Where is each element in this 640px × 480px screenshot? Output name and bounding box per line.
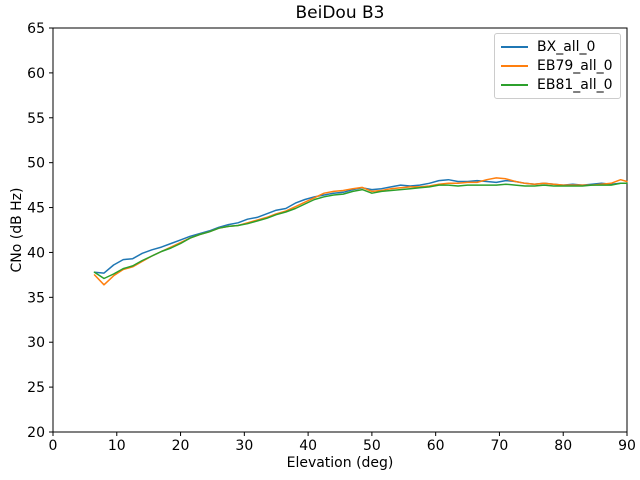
x-tick-label: 90: [618, 438, 636, 454]
x-tick-label: 10: [108, 438, 126, 454]
y-tick-label: 65: [27, 21, 45, 37]
legend-line-sample-green-icon: [501, 84, 528, 87]
y-tick-label: 40: [27, 245, 45, 261]
y-tick-label: 45: [27, 201, 45, 217]
legend-label-eb79: EB79_all_0: [537, 57, 613, 74]
x-tick-label: 30: [235, 438, 253, 454]
legend-line-sample-blue-icon: [501, 45, 528, 48]
x-tick-label: 40: [299, 438, 317, 454]
x-tick-label: 50: [363, 438, 381, 454]
axes-spines: [52, 27, 628, 433]
x-tick-label: 70: [491, 438, 509, 454]
legend-label-bx: BX_all_0: [537, 38, 596, 55]
y-tick-label: 25: [27, 380, 45, 396]
x-tick-label: 60: [427, 438, 445, 454]
y-tick-label: 60: [27, 66, 45, 82]
legend-label-eb81: EB81_all_0: [537, 77, 613, 94]
series-line-BX_all_0: [93, 178, 628, 274]
x-tick-label: 20: [172, 438, 190, 454]
legend-line-sample-orange-icon: [501, 64, 528, 67]
chart-title: BeiDou B3: [295, 3, 385, 23]
series-line-EB81_all_0: [93, 182, 628, 280]
y-tick-label: 30: [27, 335, 45, 351]
y-tick-label: 20: [27, 425, 45, 441]
y-tick-label: 50: [27, 156, 45, 172]
x-axis-label: Elevation (deg): [286, 455, 394, 471]
legend-item-eb81: EB81_all_0: [501, 76, 614, 95]
y-tick-label: 35: [27, 290, 45, 306]
series-line-EB79_all_0: [93, 177, 628, 286]
y-axis-label-text: CNo (dB Hz): [9, 187, 25, 273]
legend-item-bx: BX_all_0: [501, 37, 614, 56]
legend-item-eb79: EB79_all_0: [501, 56, 614, 75]
x-tick-label: 0: [49, 438, 58, 454]
legend: BX_all_0 EB79_all_0 EB81_all_0: [494, 33, 621, 99]
y-tick-label: 55: [27, 111, 45, 127]
x-tick-label: 80: [554, 438, 572, 454]
